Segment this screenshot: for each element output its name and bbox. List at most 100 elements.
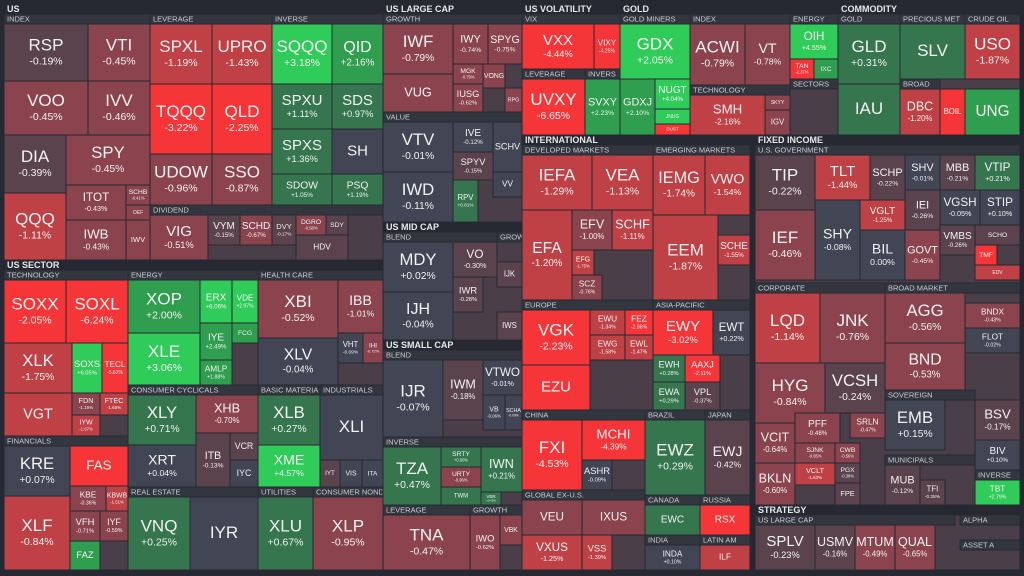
tile[interactable]: VIXY-4.25%	[593, 23, 621, 70]
tile[interactable]: STIP+0.10%	[979, 189, 1021, 226]
tile[interactable]: RPG	[504, 87, 523, 113]
tile[interactable]: VGT	[3, 392, 73, 437]
tile[interactable]: SRLN-0.47%	[849, 412, 886, 439]
tile[interactable]: VOO-0.45%	[3, 80, 89, 136]
tile[interactable]: IVV-0.46%	[87, 80, 151, 136]
tile[interactable]: QQQ-1.11%	[3, 192, 67, 261]
tile[interactable]: IJR-0.07%	[382, 359, 444, 438]
tile[interactable]: BIV+0.10%	[974, 439, 1021, 471]
tile[interactable]: AMLP+1.88%	[199, 359, 233, 386]
tile[interactable]: DUST	[654, 123, 691, 136]
tile[interactable]: VPL -0.37%	[684, 381, 721, 411]
tile[interactable]: ERX+6.06%	[199, 279, 233, 324]
tile[interactable]: XHB-0.70%	[195, 394, 259, 434]
tile[interactable]: ITA	[361, 459, 384, 488]
tile[interactable]: TNA-0.47%	[382, 514, 471, 571]
tile[interactable]: IEFA-1.29%	[521, 154, 593, 211]
tile[interactable]: SCHO	[974, 224, 1021, 246]
tile[interactable]: BKLN-0.60%	[754, 462, 796, 506]
tile[interactable]: OEF	[125, 204, 151, 221]
tile[interactable]: ASHR -0.09%	[581, 459, 613, 491]
tile[interactable]: AGG -0.56%	[884, 292, 966, 344]
tile[interactable]: EWL-1.47%	[624, 334, 654, 361]
tile[interactable]: MCHI-4.39%	[581, 419, 646, 461]
tile[interactable]: ILF	[699, 544, 751, 571]
tile[interactable]: SOXS +6.05%	[71, 342, 103, 394]
tile[interactable]: VTIP+0.21%	[974, 154, 1021, 191]
tile[interactable]: SHV-0.01%	[904, 154, 941, 191]
tile[interactable]: IBB-1.01%	[337, 279, 384, 334]
tile[interactable]: VBR+0.41%	[480, 491, 502, 506]
tile[interactable]: CWB-0.56%	[834, 442, 861, 464]
tile[interactable]: SCZ-0.76%	[571, 274, 603, 301]
tile[interactable]: SPY -0.45%	[65, 134, 151, 186]
tile[interactable]: SCHP-0.22%	[869, 154, 906, 201]
tile[interactable]: SDY	[325, 214, 349, 236]
tile[interactable]: SCHV	[492, 121, 523, 173]
tile[interactable]: SH	[331, 128, 384, 175]
tile[interactable]: RPV+0.81%	[452, 179, 479, 223]
tile[interactable]: ITB-0.13%	[195, 432, 231, 488]
tile[interactable]: KBE-0.36%	[69, 485, 107, 512]
tile[interactable]: SOXX-2.05%	[3, 279, 67, 344]
tile[interactable]: VTV -0.01%	[382, 121, 454, 173]
tile[interactable]: TFI-0.28%	[919, 479, 946, 506]
tile[interactable]: SCHB-0.41%	[125, 184, 151, 206]
tile[interactable]: EFV-1.00%	[571, 209, 613, 251]
tile[interactable]: VONG	[482, 63, 506, 89]
tile[interactable]: IWB-0.43%	[65, 219, 127, 261]
tile[interactable]: VWO-1.54%	[704, 154, 751, 216]
tile[interactable]: SHY-0.08%	[814, 199, 861, 281]
tile[interactable]: RSP-0.19%	[3, 23, 89, 82]
tile[interactable]: GDXJ+2.10%	[619, 78, 656, 136]
tile[interactable]: IWN+0.21%	[480, 446, 523, 493]
tile[interactable]: IWS	[496, 311, 523, 341]
tile[interactable]: VHT-0.09%	[337, 332, 364, 364]
tile[interactable]: XOP+2.00%	[127, 279, 201, 334]
tile[interactable]: TECL-5.62%	[101, 342, 129, 394]
tile[interactable]: EFG-1.75%	[571, 249, 595, 276]
tile[interactable]: EWC	[644, 504, 701, 536]
tile[interactable]: SCHE-1.55%	[717, 234, 751, 266]
tile[interactable]: EFA-1.20%	[521, 209, 573, 301]
tile[interactable]: EMB +0.15%	[884, 399, 946, 451]
tile[interactable]: JNK-0.76%	[819, 292, 886, 364]
tile[interactable]: PFF-0.48%	[794, 412, 841, 444]
tile[interactable]: EWA +0.29%	[652, 381, 686, 411]
tile[interactable]: GOVT-0.45%	[904, 229, 941, 281]
tile[interactable]: HDV	[295, 234, 349, 261]
tile[interactable]: XLK -1.75%	[3, 342, 73, 394]
tile[interactable]: SPXL-1.19%	[149, 23, 213, 85]
tile[interactable]: EZU	[521, 364, 591, 411]
tile[interactable]: XME+4.57%	[257, 444, 321, 488]
tile[interactable]: VCSH -0.24%	[824, 362, 886, 414]
tile[interactable]: FLOT-0.02%	[964, 327, 1021, 354]
tile[interactable]: IYR	[189, 496, 259, 571]
tile[interactable]: OIH+4.55%	[789, 23, 839, 60]
tile[interactable]: DGRO-0.58%	[295, 214, 327, 236]
tile[interactable]: IVE-0.12%	[452, 121, 494, 153]
tile[interactable]: EWJ-0.42%	[704, 419, 751, 496]
tile[interactable]: UVXY-6.65%	[521, 78, 586, 136]
tile[interactable]: VTWO-0.01%	[482, 359, 523, 396]
tile[interactable]: BOIL	[939, 88, 966, 136]
tile[interactable]: VGSH-0.05%	[939, 189, 981, 226]
tile[interactable]: FEZ-2.98%	[624, 309, 654, 336]
tile[interactable]: IJH-0.04%	[382, 291, 454, 341]
tile[interactable]: EWZ+0.29%	[644, 419, 706, 496]
tile[interactable]: FTEC-1.65%	[99, 392, 129, 416]
tile[interactable]: LQD-1.14%	[754, 292, 821, 364]
tile[interactable]: VMBS-0.26%	[939, 224, 976, 256]
tile[interactable]: XLF-0.84%	[3, 495, 71, 571]
tile[interactable]: QID+2.16%	[331, 23, 384, 85]
tile[interactable]: VGK-2.23%	[521, 309, 591, 366]
tile[interactable]: IEI-0.26%	[904, 189, 941, 231]
tile[interactable]: SDS+0.97%	[331, 83, 384, 130]
tile[interactable]: VBK	[499, 514, 523, 546]
tile[interactable]: XRT+0.04%	[127, 444, 197, 488]
tile[interactable]: SSO-0.87%	[211, 153, 273, 206]
tile[interactable]: USO-1.87%	[964, 23, 1021, 80]
tile[interactable]: VUG	[382, 73, 454, 113]
tile[interactable]: VDE+2.97%	[231, 279, 259, 324]
